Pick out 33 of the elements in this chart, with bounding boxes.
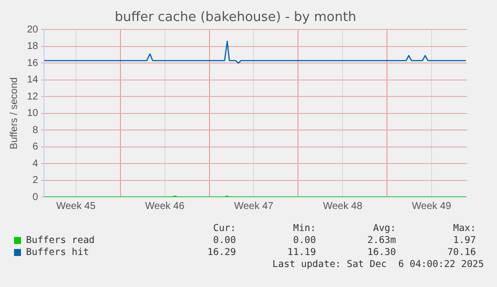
legend-label: Buffers hit xyxy=(26,246,90,258)
x-tick-label: Week 45 xyxy=(56,200,96,212)
x-tick-label: Week 46 xyxy=(145,200,185,212)
text: 2.63m xyxy=(366,234,396,246)
y-tick-label: 8 xyxy=(32,124,39,136)
text: 70.16 xyxy=(446,246,476,258)
y-tick-label: 6 xyxy=(32,142,39,153)
y-tick-label: 12 xyxy=(27,91,39,102)
text: 0.00 xyxy=(212,234,236,246)
text: Min: xyxy=(292,222,316,234)
text: 1.97 xyxy=(452,234,476,246)
y-tick-label: 2 xyxy=(32,175,39,186)
text: Avg: xyxy=(372,222,396,234)
chart-title: buffer cache (bakehouse) - by month xyxy=(114,10,356,26)
x-tick-label: Week 47 xyxy=(234,200,274,212)
y-tick-label: 18 xyxy=(27,41,39,52)
x-tick-label: Week 48 xyxy=(322,200,363,212)
legend-label: Buffers read xyxy=(26,234,96,246)
y-tick-label: 0 xyxy=(32,192,39,203)
text: 16.29 xyxy=(206,246,236,258)
y-tick-label: 14 xyxy=(27,74,39,86)
text: 16.30 xyxy=(366,246,396,258)
text: 0.00 xyxy=(292,234,316,246)
text: Cur: xyxy=(212,222,236,234)
y-tick-label: 20 xyxy=(27,24,39,36)
text: Last update: Sat Dec 6 04:00:22 2025 xyxy=(272,259,484,270)
y-tick-label: 16 xyxy=(27,58,39,69)
text: 11.19 xyxy=(286,246,316,258)
text: Max: xyxy=(452,222,476,234)
y-tick-label: 4 xyxy=(32,158,39,170)
y-tick-label: 10 xyxy=(27,108,39,120)
y-axis-title: Buffers / second xyxy=(8,77,20,150)
x-tick-label: Week 49 xyxy=(412,200,452,212)
